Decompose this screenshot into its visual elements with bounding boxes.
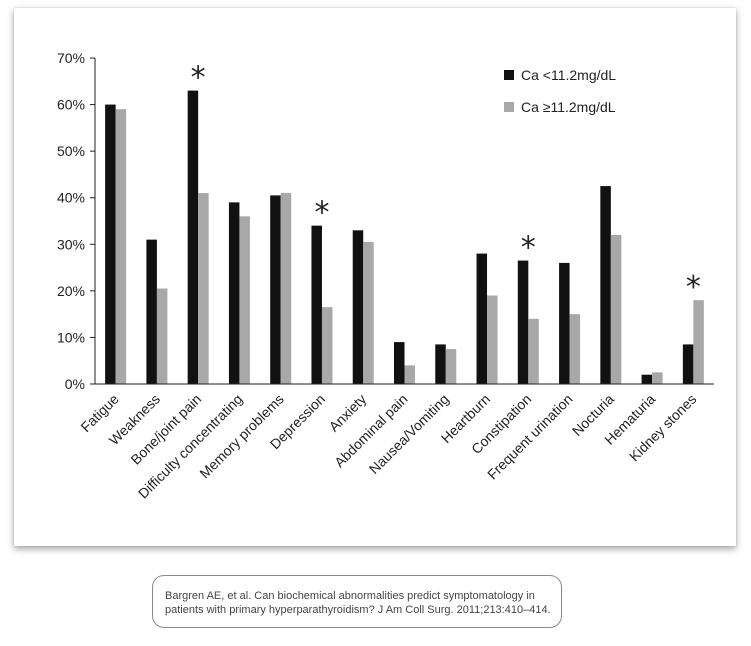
bar-ca-high (280, 193, 292, 384)
bar-ca-high (239, 216, 250, 384)
bar-ca-high (610, 234, 622, 384)
bar-ca-low (105, 104, 116, 385)
bar-ca-low (517, 260, 529, 384)
citation-line-1: Bargren AE, et al. Can biochemical abnor… (165, 590, 535, 602)
y-tick-label: 20% (57, 283, 85, 299)
y-tick-label: 70% (57, 50, 85, 66)
bar-ca-low (435, 344, 446, 384)
y-tick-label: 60% (57, 97, 85, 113)
bar-ca-low (394, 342, 405, 384)
bar-ca-high (445, 349, 457, 384)
citation-box: Bargren AE, et al. Can biochemical abnor… (152, 575, 562, 628)
bar-ca-low (600, 186, 611, 384)
legend-label: Ca <11.2mg/dL (521, 67, 616, 83)
bar-ca-high (652, 372, 663, 384)
significance-asterisk: * (686, 270, 701, 305)
bar-ca-high (528, 318, 539, 384)
significance-asterisk: * (314, 196, 329, 231)
x-category-label: Abdominal pain (331, 391, 411, 471)
bar-chart: 0%10%20%30%40%50%60%70% **** FatigueWeak… (57, 50, 714, 502)
bar-ca-low (559, 262, 570, 384)
bar-ca-low (311, 225, 322, 384)
bar-ca-low (187, 90, 199, 384)
bar-ca-low (146, 239, 157, 384)
bar-ca-high (363, 241, 374, 384)
significance-asterisk: * (191, 61, 206, 96)
citation-line-2: patients with primary hyperparathyroidis… (165, 604, 551, 616)
bar-ca-low (228, 202, 240, 384)
y-tick-label: 0% (65, 376, 85, 392)
legend-label: Ca ≥11.2mg/dL (521, 99, 616, 115)
bar-ca-high (569, 314, 581, 384)
bar-ca-high (198, 193, 209, 384)
y-tick-label: 40% (57, 190, 85, 206)
y-tick-label: 10% (57, 329, 85, 345)
y-tick-label: 30% (57, 236, 85, 252)
bar-ca-low (641, 374, 653, 384)
bar-ca-high (156, 288, 168, 384)
legend: Ca <11.2mg/dL Ca ≥11.2mg/dL (504, 67, 616, 115)
legend-swatch (504, 70, 514, 80)
bar-ca-low (352, 230, 364, 384)
legend-swatch (504, 102, 514, 112)
bar-ca-high (693, 300, 704, 384)
bar-ca-high (115, 109, 127, 384)
bar-ca-low (270, 195, 281, 384)
figure-card: 0% 10% 20% 30% 40% 50% 60% 70% * * * * Fatigue Weak… (14, 8, 736, 546)
bar-ca-high (321, 307, 333, 384)
bar-ca-high (487, 295, 498, 384)
bar-ca-low (682, 344, 694, 384)
bar-ca-low (476, 253, 488, 384)
bar-ca-high (404, 365, 415, 384)
significance-asterisk: * (521, 231, 536, 266)
y-tick-label: 50% (57, 143, 85, 159)
